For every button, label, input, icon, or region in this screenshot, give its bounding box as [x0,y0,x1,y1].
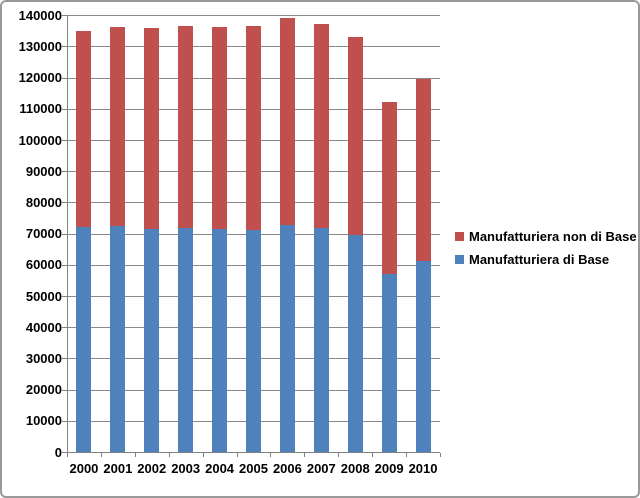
y-axis-tick [62,171,67,173]
y-axis-tick [62,452,67,453]
x-axis-tick [168,452,170,457]
y-axis-line [67,15,68,453]
x-axis-tick [270,452,272,457]
y-axis-tick-label: 130000 [18,38,62,54]
y-axis-tick [62,389,67,391]
bar-2000-base[interactable] [76,226,92,453]
bar-2001-non-base[interactable] [110,26,126,226]
x-axis-tick [338,452,340,457]
bar-2007-non-base[interactable] [313,24,329,229]
x-axis-tick [202,452,204,457]
bar-2002-non-base[interactable] [144,28,160,230]
x-axis-tick [440,452,441,457]
bar-2008-base[interactable] [347,235,363,453]
x-axis-tick [406,452,408,457]
bar-2006-base[interactable] [279,225,295,453]
x-axis-label: 2004 [205,461,235,476]
x-axis-line [67,452,440,453]
bar-2001-base[interactable] [110,225,126,453]
bar-2000-non-base[interactable] [76,31,92,227]
y-axis-tick-label: 10000 [25,413,62,429]
legend-label-non-base: Manufatturiera non di Base [469,229,637,244]
bar-2003-base[interactable] [178,228,194,453]
legend-item-base[interactable]: Manufatturiera di Base [455,252,637,267]
x-axis-tick [134,452,136,457]
y-axis-tick-label: 30000 [25,350,62,366]
y-axis-tick-label: 60000 [25,257,62,273]
y-axis-tick [62,233,67,235]
y-axis-tick [62,108,67,110]
y-axis-tick [62,15,67,17]
y-axis-tick [62,77,67,79]
y-axis-tick-label: 100000 [18,132,62,148]
bar-2004-non-base[interactable] [212,27,228,230]
bar-2002-base[interactable] [144,229,160,453]
y-axis-tick [62,202,67,204]
bar-2003-non-base[interactable] [178,25,194,229]
y-axis-tick [62,296,67,297]
bar-2008-non-base[interactable] [347,36,363,236]
bar-2005-non-base[interactable] [246,25,261,231]
bar-2007-base[interactable] [313,228,329,453]
x-axis-label: 2009 [374,461,404,476]
x-axis-tick [372,452,374,457]
bar-2010-non-base[interactable] [415,79,431,262]
x-axis-tick [67,452,68,457]
legend-item-non-base[interactable]: Manufatturiera non di Base [455,229,637,244]
x-axis-label: 2001 [103,461,133,476]
x-axis-label: 2007 [306,461,336,476]
y-axis-tick-label: 80000 [25,194,62,210]
x-axis-label: 2002 [137,461,167,476]
bar-2010-base[interactable] [415,261,431,453]
y-axis-tick [62,46,67,48]
y-axis-tick-label: 70000 [25,226,62,242]
x-axis-tick [236,452,238,457]
legend-label-base: Manufatturiera di Base [469,252,610,267]
y-axis-tick-label: 50000 [25,288,62,304]
bar-2009-non-base[interactable] [381,102,397,274]
y-axis-tick-label: 20000 [25,382,62,398]
x-axis-label: 2006 [272,461,302,476]
x-axis-label: 2010 [408,461,438,476]
y-axis-tick [62,420,67,422]
y-axis-tick-label: 90000 [25,163,62,179]
x-axis-label: 2003 [171,461,201,476]
bar-2005-base[interactable] [246,230,261,453]
x-axis-label: 2000 [69,461,99,476]
bar-2004-base[interactable] [212,229,228,453]
gridline [67,15,440,17]
y-axis-tick-label: 110000 [19,101,62,117]
y-axis-tick-label: 40000 [25,319,62,335]
x-axis-label: 2008 [340,461,370,476]
legend: Manufatturiera non di Base Manufatturier… [455,229,637,275]
y-axis-tick-label: 120000 [18,70,62,86]
x-axis-tick [304,452,306,457]
y-axis-tick [62,327,67,329]
y-axis-tick [62,358,67,360]
y-axis-tick [62,264,67,266]
y-axis-tick [62,140,67,141]
bar-2006-non-base[interactable] [279,17,295,226]
y-axis-tick-label: 140000 [18,7,62,23]
y-axis-tick-label: 0 [54,444,62,460]
x-axis-label: 2005 [239,461,268,476]
legend-swatch-non-base [455,232,464,241]
legend-swatch-base [455,255,464,264]
x-axis-tick [100,452,102,457]
bar-2009-base[interactable] [381,273,397,453]
